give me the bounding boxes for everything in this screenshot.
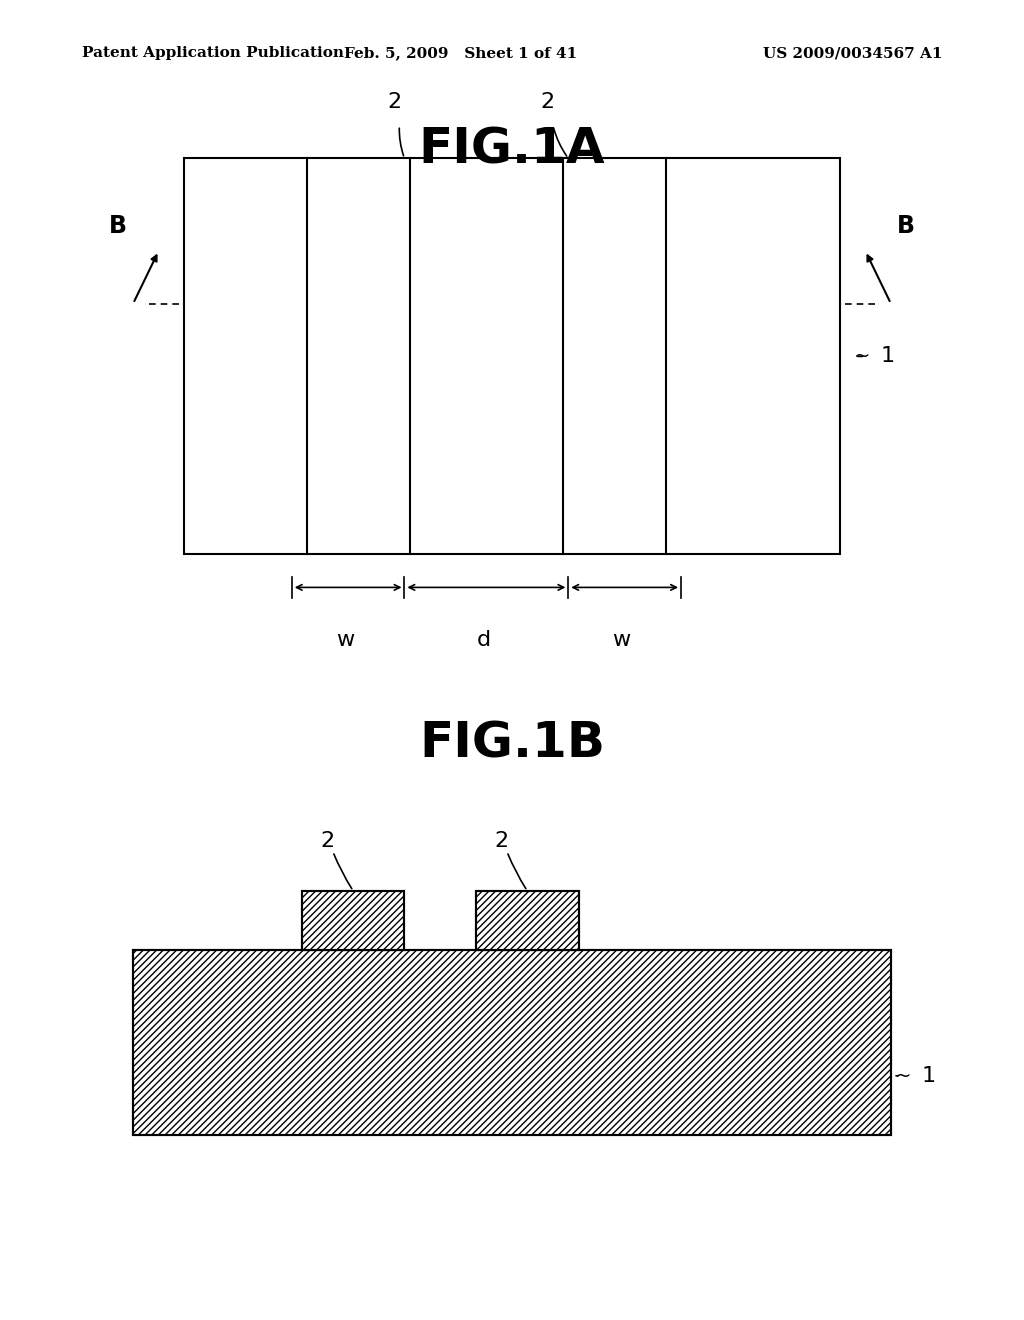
Text: 1: 1 — [922, 1065, 936, 1086]
Text: ~: ~ — [895, 1067, 911, 1085]
Text: Patent Application Publication: Patent Application Publication — [82, 46, 344, 61]
Text: 2: 2 — [541, 92, 555, 112]
Text: FIG.1A: FIG.1A — [419, 125, 605, 173]
Text: w: w — [612, 630, 631, 649]
Text: ~: ~ — [854, 347, 870, 366]
Text: Feb. 5, 2009   Sheet 1 of 41: Feb. 5, 2009 Sheet 1 of 41 — [344, 46, 578, 61]
FancyBboxPatch shape — [184, 158, 840, 554]
Text: B: B — [109, 214, 127, 238]
FancyBboxPatch shape — [133, 950, 891, 1135]
Text: 1: 1 — [881, 346, 895, 367]
FancyBboxPatch shape — [476, 891, 579, 950]
Text: US 2009/0034567 A1: US 2009/0034567 A1 — [763, 46, 942, 61]
FancyBboxPatch shape — [302, 891, 404, 950]
Text: 2: 2 — [495, 832, 509, 851]
Text: B: B — [897, 214, 915, 238]
Text: 2: 2 — [321, 832, 335, 851]
Text: FIG.1B: FIG.1B — [419, 719, 605, 767]
Text: w: w — [336, 630, 354, 649]
Text: d: d — [476, 630, 490, 649]
Text: 2: 2 — [387, 92, 401, 112]
